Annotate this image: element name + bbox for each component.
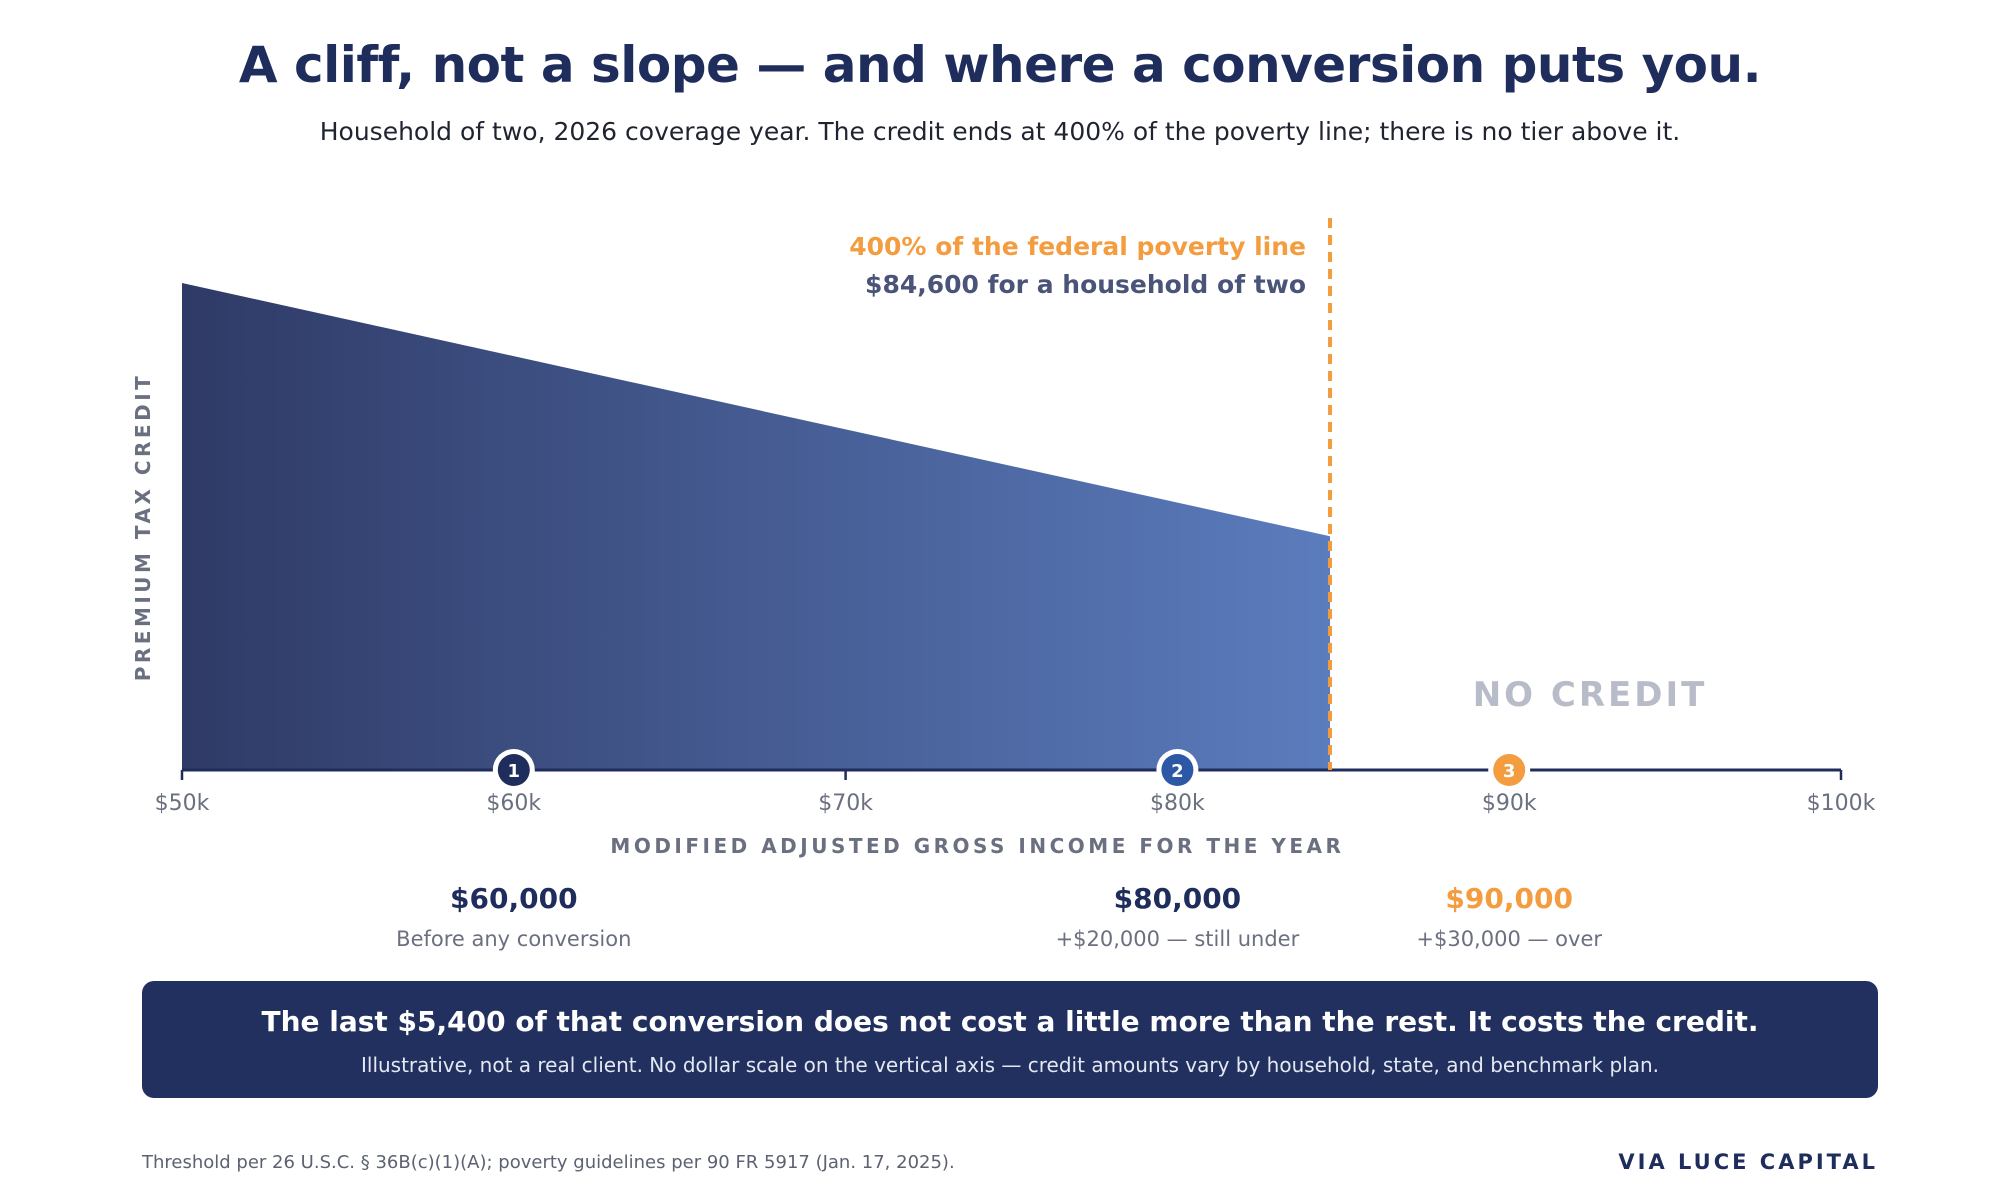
- marker-1-caption: Before any conversion: [396, 927, 631, 951]
- x-tick-label: $80k: [1150, 791, 1205, 816]
- marker-3-number: 3: [1503, 761, 1516, 782]
- threshold-amount: $84,600 for a household of two: [865, 270, 1306, 299]
- marker-3-dot: [1493, 754, 1526, 786]
- page-subtitle: Household of two, 2026 coverage year. Th…: [319, 117, 1681, 146]
- page-title: A cliff, not a slope — and where a conve…: [238, 36, 1762, 94]
- credit-cliff-chart: PREMIUM TAX CREDIT $50k $60k $70k $80k $90k $1…: [131, 218, 1876, 951]
- threshold-label: 400% of the federal poverty line: [849, 232, 1306, 261]
- marker-1-number: 1: [508, 761, 521, 782]
- marker-2-caption: +$20,000 — still under: [1056, 927, 1300, 951]
- x-tick-label: $90k: [1482, 791, 1537, 816]
- marker-3-value: $90,000: [1445, 882, 1573, 915]
- brand-wordmark: VIA LUCE CAPITAL: [1618, 1150, 1878, 1174]
- no-credit-label: NO CREDIT: [1473, 675, 1708, 715]
- banner-note: Illustrative, not a real client. No doll…: [360, 1053, 1660, 1077]
- x-tick-label: $60k: [486, 791, 541, 816]
- x-tick-label: $100k: [1807, 791, 1876, 816]
- marker-1-value: $60,000: [450, 882, 578, 915]
- marker-2-dot: [1161, 754, 1194, 786]
- marker-1-dot: [497, 754, 530, 786]
- takeaway-banner: The last $5,400 of that conversion does …: [142, 981, 1878, 1098]
- x-tick-label: $50k: [155, 791, 210, 816]
- y-axis-label: PREMIUM TAX CREDIT: [131, 373, 155, 682]
- marker-2-number: 2: [1171, 761, 1184, 782]
- x-tick-label: $70k: [818, 791, 873, 816]
- source-footnote: Threshold per 26 U.S.C. § 36B(c)(1)(A); …: [142, 1152, 955, 1173]
- banner-headline: The last $5,400 of that conversion does …: [261, 1005, 1759, 1038]
- marker-2-value: $80,000: [1114, 882, 1242, 915]
- x-axis-label: MODIFIED ADJUSTED GROSS INCOME FOR THE Y…: [610, 834, 1344, 858]
- credit-area: [182, 283, 1331, 770]
- marker-3-caption: +$30,000 — over: [1416, 927, 1602, 951]
